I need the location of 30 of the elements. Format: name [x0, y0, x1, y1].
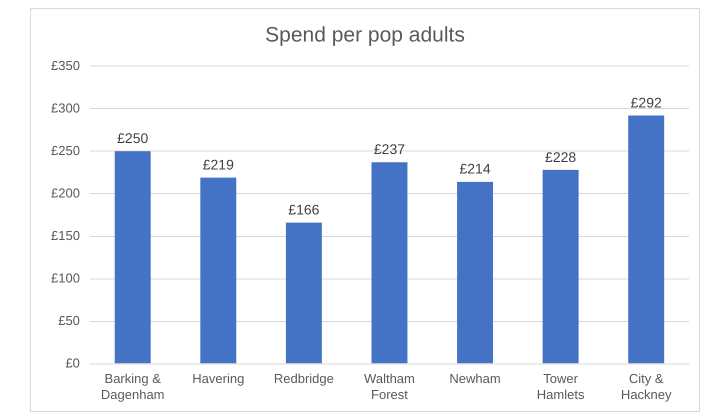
data-label: £237 — [374, 141, 406, 158]
x-tick-label: Barking & Dagenham — [100, 371, 165, 402]
y-tick-label: £50 — [58, 312, 80, 328]
y-tick-label: £300 — [51, 100, 80, 116]
y-tick-label: £350 — [51, 58, 80, 73]
y-tick-label: £0 — [65, 355, 80, 370]
x-tick-label: City & Hackney — [620, 371, 672, 402]
y-tick-label: £150 — [51, 228, 80, 243]
y-tick-label: £100 — [51, 270, 80, 286]
x-tick-label: Havering — [192, 371, 244, 386]
data-label: £219 — [202, 156, 234, 172]
x-tick-label: Waltham Forest — [364, 371, 415, 402]
data-label: £292 — [630, 94, 662, 110]
x-tick-label: Redbridge — [274, 371, 334, 386]
y-tick-label: £200 — [51, 185, 80, 200]
bar — [286, 222, 322, 364]
x-tick-label: Newham — [449, 371, 501, 386]
chart-title: Spend per pop adults — [265, 23, 465, 46]
bar — [200, 178, 236, 364]
bar — [371, 162, 408, 364]
bar — [542, 170, 579, 364]
data-label: £250 — [117, 130, 148, 146]
y-tick-label: £250 — [51, 142, 80, 158]
data-label: £166 — [288, 202, 320, 218]
x-tick-label: Tower Hamlets — [536, 371, 585, 402]
data-label: £228 — [545, 148, 576, 165]
bar — [114, 151, 151, 364]
bar — [628, 116, 664, 364]
bar — [457, 182, 494, 364]
data-label: £214 — [459, 160, 491, 177]
